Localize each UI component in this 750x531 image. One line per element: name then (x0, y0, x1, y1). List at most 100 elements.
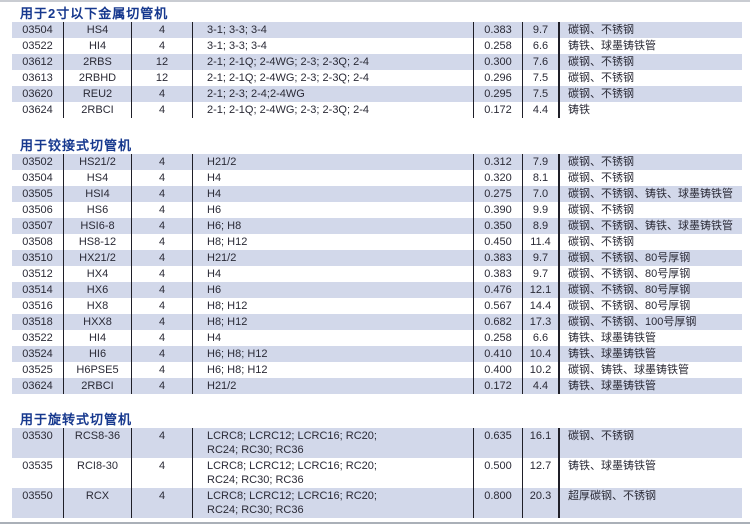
cell-weight-b: 8.9 (523, 218, 560, 234)
bottom-divider (0, 522, 750, 524)
cell-materials: 碳钢、不锈钢 (568, 56, 634, 68)
cell-model: 2RBS (64, 54, 132, 70)
cell-model: RCX (64, 488, 132, 518)
table-row: 03624 2RBCI 4 2-1; 2-1Q; 2-4WG; 2-3; 2-3… (12, 102, 742, 118)
cell-catalog-no: 03624 (12, 102, 64, 118)
cell-catalog-no: 03506 (12, 202, 64, 218)
table-row: 03506 HS6 4 H6 0.390 9.9 碳钢、不锈钢 (12, 202, 742, 218)
cell-model: HX21/2 (64, 250, 132, 266)
cell-weight-b: 9.7 (523, 250, 560, 266)
cell-weight-a: 0.383 (474, 250, 523, 266)
cell-pack-qty: 4 (132, 378, 193, 394)
table-row: 03525 H6PSE5 4 H6; H8; H12 0.400 10.2 碳钢… (12, 362, 742, 378)
table-row: 03512 HX4 4 H4 0.383 9.7 碳钢、不锈钢、80号厚钢 (12, 266, 742, 282)
cell-materials: 铸铁、球墨铸铁管 (568, 460, 656, 472)
cell-weight-a: 0.296 (474, 70, 523, 86)
section-table: 03504 HS4 4 3-1; 3-3; 3-4 0.383 9.7 碳钢、不… (12, 22, 742, 118)
table-row: 03522 HI4 4 H4 0.258 6.6 铸铁、球墨铸铁管 (12, 330, 742, 346)
cell-materials: 铸铁、球墨铸铁管 (568, 332, 656, 344)
cell-pack-qty: 4 (132, 488, 193, 518)
cell-materials: 铸铁 (568, 104, 590, 116)
cell-catalog-no: 03612 (12, 54, 64, 70)
cell-weight-b: 14.4 (523, 298, 560, 314)
cell-weight-a: 0.312 (474, 154, 523, 170)
cell-pack-qty: 4 (132, 428, 193, 458)
cell-materials: 铸铁、球墨铸铁管 (568, 348, 656, 360)
cell-weight-b: 7.9 (523, 154, 560, 170)
cell-materials: 碳钢、不锈钢 (568, 236, 634, 248)
cell-materials: 碳钢、不锈钢、铸铁、球墨铸铁管 (568, 188, 733, 200)
cell-model: HS4 (64, 170, 132, 186)
cell-pack-qty: 4 (132, 186, 193, 202)
cell-fits-machines: LCRC8; LCRC12; LCRC16; RC20; RC24; RC30;… (193, 428, 474, 458)
cell-weight-b: 7.5 (523, 86, 560, 102)
cell-weight-b: 6.6 (523, 38, 560, 54)
cell-catalog-no: 03522 (12, 330, 64, 346)
cell-weight-a: 0.258 (474, 38, 523, 54)
cell-fits-machines: H8; H12 (193, 314, 474, 330)
cell-weight-b: 12.7 (523, 458, 560, 488)
cell-fits-machines: H4 (193, 330, 474, 346)
table-row: 03518 HXX8 4 H8; H12 0.682 17.3 碳钢、不锈钢、1… (12, 314, 742, 330)
cell-fits-machines: H8; H12 (193, 234, 474, 250)
cell-fits-machines: LCRC8; LCRC12; LCRC16; RC20; RC24; RC30;… (193, 488, 474, 518)
cell-fits-machines: 3-1; 3-3; 3-4 (193, 38, 474, 54)
cell-materials: 碳钢、不锈钢、80号厚钢 (568, 300, 691, 312)
cell-catalog-no: 03510 (12, 250, 64, 266)
cell-fits-machines: H6; H8; H12 (193, 362, 474, 378)
section-title: 用于旋转式切管机 (20, 412, 133, 427)
cell-materials: 碳钢、不锈钢 (568, 24, 634, 36)
cell-weight-b: 12.1 (523, 282, 560, 298)
cell-fits-machines: LCRC8; LCRC12; LCRC16; RC20; RC24; RC30;… (193, 458, 474, 488)
table-section: 用于2寸以下金属切管机 03504 HS4 4 3-1; 3-3; 3-4 0.… (0, 5, 750, 118)
cell-catalog-no: 03507 (12, 218, 64, 234)
cell-weight-b: 9.9 (523, 202, 560, 218)
cell-weight-a: 0.172 (474, 378, 523, 394)
cell-pack-qty: 4 (132, 458, 193, 488)
cell-model: REU2 (64, 86, 132, 102)
cell-weight-b: 16.1 (523, 428, 560, 458)
cell-model: HSI4 (64, 186, 132, 202)
cell-pack-qty: 4 (132, 314, 193, 330)
cell-pack-qty: 4 (132, 22, 193, 38)
cell-catalog-no: 03516 (12, 298, 64, 314)
cell-fits-machines: 3-1; 3-3; 3-4 (193, 22, 474, 38)
cell-pack-qty: 4 (132, 170, 193, 186)
cell-model: 2RBCI (64, 378, 132, 394)
cell-weight-b: 4.4 (523, 378, 560, 394)
cell-pack-qty: 4 (132, 38, 193, 54)
cell-pack-qty: 4 (132, 362, 193, 378)
cell-weight-a: 0.275 (474, 186, 523, 202)
table-section: 用于旋转式切管机 03530 RCS8-36 4 LCRC8; LCRC12; … (0, 411, 750, 518)
section-title: 用于铰接式切管机 (20, 138, 133, 153)
cell-weight-a: 0.320 (474, 170, 523, 186)
cell-weight-a: 0.500 (474, 458, 523, 488)
cell-catalog-no: 03525 (12, 362, 64, 378)
cell-weight-a: 0.800 (474, 488, 523, 518)
cell-catalog-no: 03504 (12, 22, 64, 38)
cell-model: HS21/2 (64, 154, 132, 170)
cell-fits-machines: H6; H8 (193, 218, 474, 234)
cell-fits-machines: H4 (193, 266, 474, 282)
cell-model: RCS8-36 (64, 428, 132, 458)
cell-weight-b: 9.7 (523, 22, 560, 38)
cell-fits-machines: 2-1; 2-1Q; 2-4WG; 2-3; 2-3Q; 2-4 (193, 102, 474, 118)
cell-model: HI4 (64, 330, 132, 346)
cell-fits-machines: H6; H8; H12 (193, 346, 474, 362)
table-row: 03505 HSI4 4 H4 0.275 7.0 碳钢、不锈钢、铸铁、球墨铸铁… (12, 186, 742, 202)
cell-fits-machines: H4 (193, 170, 474, 186)
table-row: 03624 2RBCI 4 H21/2 0.172 4.4 铸铁、球墨铸铁管 (12, 378, 742, 394)
cell-weight-b: 9.7 (523, 266, 560, 282)
table-row: 03522 HI4 4 3-1; 3-3; 3-4 0.258 6.6 铸铁、球… (12, 38, 742, 54)
cell-pack-qty: 4 (132, 102, 193, 118)
section-table: 03530 RCS8-36 4 LCRC8; LCRC12; LCRC16; R… (12, 428, 742, 518)
cell-pack-qty: 12 (132, 70, 193, 86)
cell-pack-qty: 4 (132, 330, 193, 346)
cell-pack-qty: 4 (132, 282, 193, 298)
cell-fits-machines: H21/2 (193, 378, 474, 394)
cell-weight-a: 0.682 (474, 314, 523, 330)
cell-materials: 碳钢、不锈钢 (568, 204, 634, 216)
cell-catalog-no: 03620 (12, 86, 64, 102)
cell-fits-machines: 2-1; 2-3; 2-4;2-4WG (193, 86, 474, 102)
